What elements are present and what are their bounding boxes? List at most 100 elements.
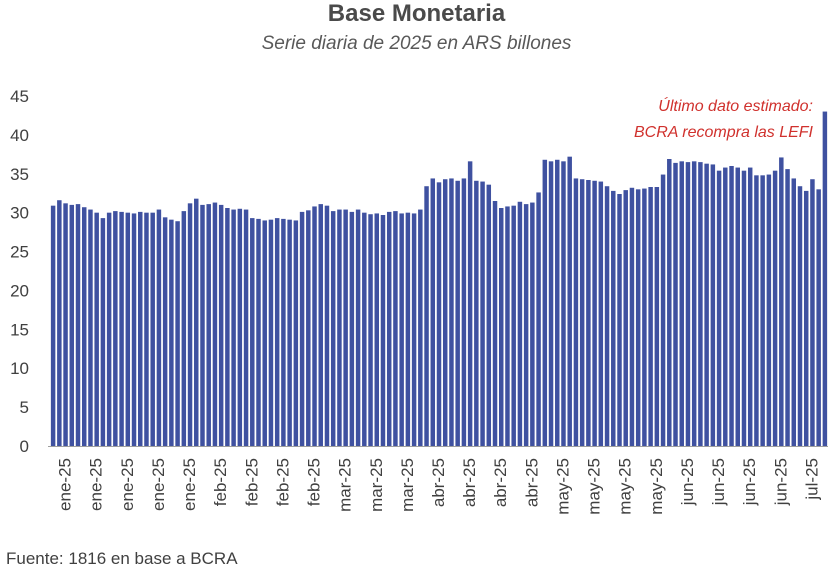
bar (169, 219, 174, 446)
bar (760, 175, 765, 446)
bar (162, 217, 168, 446)
bar (69, 204, 75, 446)
bar (729, 166, 734, 446)
y-tick-label: 0 (20, 437, 29, 456)
bar (63, 203, 68, 446)
bar (75, 204, 81, 446)
y-tick-label: 20 (10, 281, 29, 300)
bar (293, 220, 299, 446)
bar (330, 211, 336, 446)
bar (579, 179, 585, 446)
bar (287, 219, 292, 446)
x-tick-label: may-25 (553, 458, 572, 515)
x-tick-label: jul-25 (802, 458, 821, 501)
y-tick-label: 15 (10, 320, 29, 339)
x-tick-label: may-25 (647, 458, 666, 515)
source-text: Fuente: 1816 en base a BCRA (6, 549, 238, 568)
bar (299, 211, 305, 446)
x-tick-label: may-25 (585, 458, 604, 515)
bar (380, 215, 386, 446)
annotation-line-2: BCRA recompra las LEFI (633, 124, 813, 141)
bar (218, 204, 224, 446)
x-tick-label: mar-25 (336, 458, 355, 512)
y-tick-label: 5 (20, 398, 29, 417)
bar (803, 190, 809, 446)
y-tick-label: 35 (10, 165, 29, 184)
bar (530, 202, 535, 446)
bar (611, 190, 616, 446)
x-tick-label: ene-25 (180, 458, 199, 511)
bar (312, 206, 317, 446)
bar (474, 180, 479, 446)
bar (816, 189, 821, 446)
bar (660, 174, 666, 446)
bar (200, 204, 205, 446)
bar (542, 159, 548, 446)
chart-title: Base Monetaria (327, 0, 506, 27)
bar (648, 187, 653, 446)
bar (779, 157, 784, 446)
bar (480, 181, 485, 446)
bar (567, 156, 572, 447)
bar (362, 212, 367, 446)
bar (822, 111, 828, 446)
bar (138, 211, 143, 446)
bar (57, 200, 62, 446)
bar (156, 209, 162, 446)
bar (810, 179, 815, 446)
x-axis-ticks: ene-25 ene-25 ene-25 ene-25 ene-25 feb-25 feb-… (56, 458, 822, 515)
bar (106, 212, 112, 446)
bar (100, 218, 106, 446)
bar (175, 221, 180, 446)
bar (573, 178, 579, 446)
bar (598, 181, 604, 446)
bar (150, 212, 155, 446)
bar (617, 194, 622, 446)
bar (635, 189, 641, 446)
bar (374, 213, 379, 446)
bar (505, 206, 510, 446)
x-tick-label: may-25 (616, 458, 635, 515)
bar (499, 208, 504, 446)
x-tick-label: jun-25 (771, 458, 790, 506)
bar (704, 163, 709, 447)
bar (517, 201, 523, 446)
bar (81, 207, 87, 446)
bar (536, 192, 541, 446)
bar (735, 167, 740, 446)
x-tick-label: jun-25 (709, 458, 728, 506)
x-tick-label: jun-25 (740, 458, 759, 506)
bar (88, 209, 93, 446)
x-tick-label: jun-25 (678, 458, 697, 506)
bar (268, 219, 274, 446)
bar (119, 211, 124, 446)
bar (181, 211, 187, 446)
bar (604, 186, 610, 446)
bar (125, 212, 131, 446)
bar (754, 175, 759, 446)
bar (486, 184, 492, 447)
y-tick-label: 10 (10, 359, 29, 378)
y-tick-label: 25 (10, 243, 29, 262)
x-tick-label: ene-25 (56, 458, 75, 511)
bar (50, 205, 56, 446)
bar (94, 212, 99, 446)
chart-subtitle: Serie diaria de 2025 en ARS billones (261, 33, 572, 54)
bar (685, 162, 691, 447)
bar (274, 218, 280, 446)
y-tick-label: 45 (10, 87, 29, 106)
bar (747, 167, 753, 446)
x-tick-label: ene-25 (118, 458, 137, 511)
bar (511, 205, 516, 446)
bar (144, 212, 149, 446)
bar (523, 204, 529, 446)
bar (548, 161, 554, 446)
bar (698, 162, 703, 447)
x-tick-label: abr-25 (491, 458, 510, 507)
bar (243, 209, 249, 446)
bar (256, 218, 261, 446)
bar (131, 213, 137, 446)
bar (355, 209, 361, 446)
x-tick-label: feb-25 (305, 458, 324, 506)
